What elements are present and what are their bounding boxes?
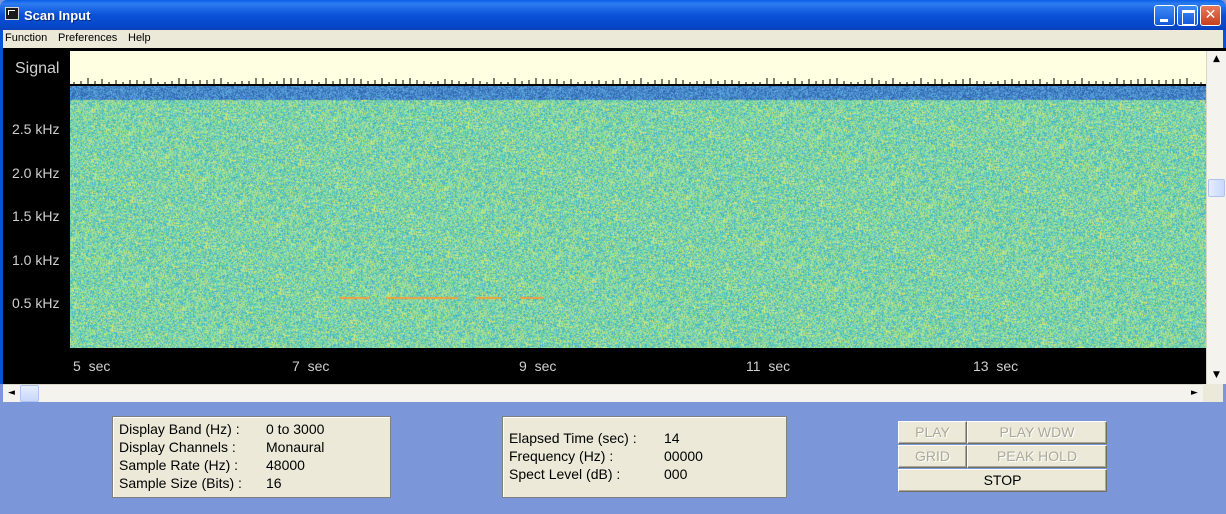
menu-preferences[interactable]: Preferences xyxy=(58,32,118,44)
audio-info-panel: Display Band (Hz) : 0 to 3000 Display Ch… xyxy=(112,416,391,498)
freq-label-2500: 2.5 kHz xyxy=(12,121,60,137)
app-icon xyxy=(5,7,19,20)
minimize-button[interactable] xyxy=(1154,5,1175,26)
horizontal-scroll-thumb[interactable] xyxy=(20,385,39,402)
vertical-scroll-thumb[interactable] xyxy=(1208,179,1225,197)
horizontal-scrollbar[interactable]: ◄ ► xyxy=(3,384,1203,402)
menu-bar: Function Preferences Help xyxy=(0,30,1226,48)
stop-button[interactable]: STOP xyxy=(898,469,1107,492)
display-channels-label: Display Channels : xyxy=(119,439,236,455)
sample-size-label: Sample Size (Bits) : xyxy=(119,475,242,491)
time-label-11: 11 sec xyxy=(746,358,791,374)
frequency-value: 00000 xyxy=(664,448,703,464)
elapsed-time-label: Elapsed Time (sec) : xyxy=(509,430,637,446)
scrollbar-corner xyxy=(1203,384,1223,402)
title-bar[interactable]: Scan Input ✕ xyxy=(0,0,1226,30)
spect-level-value: 000 xyxy=(664,466,688,482)
maximize-button[interactable] xyxy=(1177,5,1198,26)
window-title: Scan Input xyxy=(24,8,91,23)
scroll-left-icon[interactable]: ◄ xyxy=(8,388,15,398)
frequency-label: Frequency (Hz) : xyxy=(509,448,614,464)
freq-label-1500: 1.5 kHz xyxy=(12,208,60,224)
freq-label-500: 0.5 kHz xyxy=(12,295,60,311)
play-button[interactable]: PLAY xyxy=(898,421,967,444)
scroll-right-icon[interactable]: ► xyxy=(1191,388,1198,398)
time-label-9: 9 sec xyxy=(519,358,557,374)
freq-label-1000: 1.0 kHz xyxy=(12,252,60,268)
spectrogram-canvas[interactable] xyxy=(70,86,1206,348)
scroll-down-icon[interactable]: ▼ xyxy=(1208,367,1225,384)
signal-label: Signal xyxy=(15,60,60,77)
signal-waveform xyxy=(73,78,1202,84)
time-axis: 5 sec 7 sec 9 sec 11 sec 13 sec xyxy=(70,348,1206,384)
time-label-13: 13 sec xyxy=(973,358,1019,374)
elapsed-time-value: 14 xyxy=(664,430,680,446)
spectrogram-display: Signal 2.5 kHz 2.0 kHz 1.5 kHz 1.0 kHz 0… xyxy=(0,48,1226,384)
sample-rate-value: 48000 xyxy=(266,457,305,473)
sample-size-value: 16 xyxy=(266,475,282,491)
time-label-5: 5 sec xyxy=(73,358,111,374)
display-band-label: Display Band (Hz) : xyxy=(119,421,240,437)
scroll-up-icon[interactable]: ▲ xyxy=(1208,51,1225,68)
close-button[interactable]: ✕ xyxy=(1200,5,1221,26)
signal-waveform-strip xyxy=(70,51,1206,86)
display-channels-value: Monaural xyxy=(266,439,325,455)
freq-label-2000: 2.0 kHz xyxy=(12,165,60,181)
measurement-status-panel: Elapsed Time (sec) : 14 Frequency (Hz) :… xyxy=(502,416,787,498)
peak-hold-button[interactable]: PEAK HOLD xyxy=(967,445,1107,468)
sample-rate-label: Sample Rate (Hz) : xyxy=(119,457,239,473)
menu-help[interactable]: Help xyxy=(128,32,151,44)
display-band-value: 0 to 3000 xyxy=(266,421,325,437)
grid-button[interactable]: GRID xyxy=(898,445,967,468)
close-icon: ✕ xyxy=(1204,7,1217,23)
vertical-scrollbar[interactable]: ▲ ▼ xyxy=(1206,51,1226,384)
time-label-7: 7 sec xyxy=(292,358,330,374)
menu-function[interactable]: Function xyxy=(5,32,48,44)
spectrogram-area[interactable] xyxy=(70,86,1206,348)
spect-level-label: Spect Level (dB) : xyxy=(509,466,621,482)
play-window-button[interactable]: PLAY WDW xyxy=(967,421,1107,444)
